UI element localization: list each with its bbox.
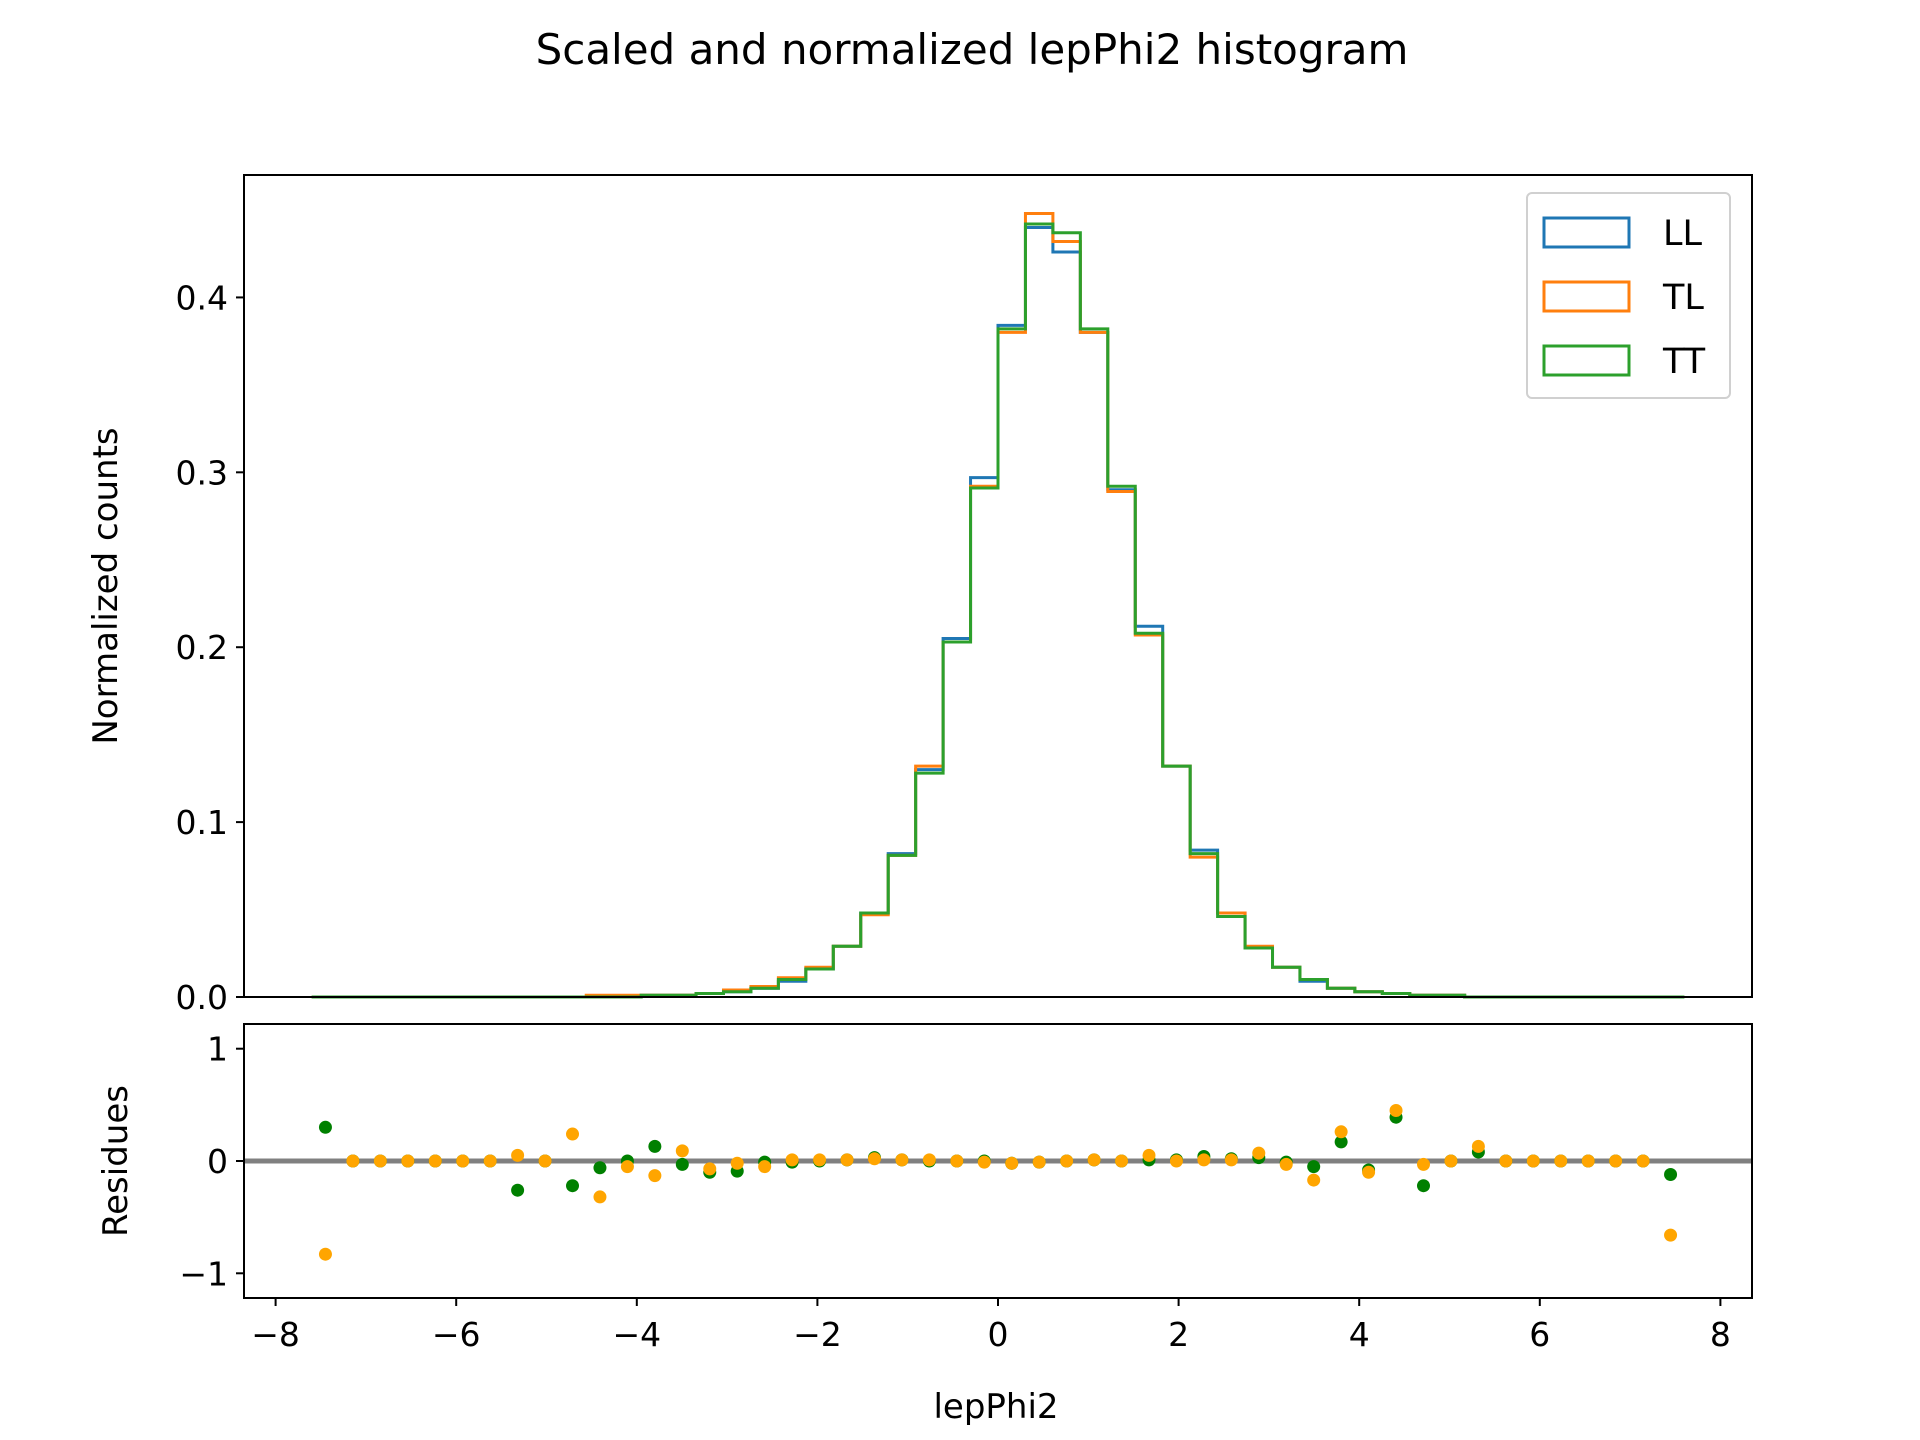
x-tick-label: −8 bbox=[251, 1315, 300, 1354]
residue-point-tl bbox=[840, 1153, 854, 1167]
residue-point-tl bbox=[1609, 1154, 1623, 1168]
residue-point-tt bbox=[1664, 1167, 1678, 1181]
residue-point-tl bbox=[1636, 1154, 1650, 1168]
residue-point-tt bbox=[566, 1179, 580, 1193]
residues-y-tick-label: 0 bbox=[207, 1142, 228, 1181]
residue-point-tl bbox=[1334, 1125, 1348, 1139]
residues-y-ticks: −1 0 1 bbox=[179, 1030, 244, 1293]
residues-points-group bbox=[318, 1103, 1678, 1261]
residue-point-tl bbox=[401, 1154, 415, 1168]
histogram-panel: 0.0 0.1 0.2 0.3 0.4 Normalized counts LL TL … bbox=[86, 174, 1753, 1017]
residue-point-tl bbox=[977, 1155, 991, 1169]
residue-point-tl bbox=[922, 1153, 936, 1167]
residue-point-tl bbox=[1471, 1139, 1485, 1153]
residue-point-tl bbox=[428, 1154, 442, 1168]
residue-point-tl bbox=[1362, 1165, 1376, 1179]
histogram-series-group bbox=[311, 211, 1685, 999]
residue-point-tl bbox=[511, 1148, 525, 1162]
histogram-axes-frame bbox=[243, 174, 1753, 998]
residue-point-tl bbox=[1197, 1153, 1211, 1167]
residues-y-axis-label: Residues bbox=[96, 1085, 136, 1237]
x-tick-label: 6 bbox=[1529, 1315, 1550, 1354]
residue-point-tl bbox=[867, 1152, 881, 1166]
residue-point-tl bbox=[456, 1154, 470, 1168]
x-tick-label: 0 bbox=[988, 1315, 1009, 1354]
residue-point-tl bbox=[1554, 1154, 1568, 1168]
chart-title: Scaled and normalized lepPhi2 histogram bbox=[536, 25, 1409, 74]
residue-point-tl bbox=[1307, 1173, 1321, 1187]
residue-point-tl bbox=[758, 1160, 772, 1174]
residue-point-tl bbox=[538, 1154, 552, 1168]
histogram-y-tick-label: 0.2 bbox=[176, 628, 228, 667]
residue-point-tl bbox=[566, 1127, 580, 1141]
residue-point-tl bbox=[593, 1190, 607, 1204]
x-tick-label: −2 bbox=[793, 1315, 842, 1354]
residue-point-tl bbox=[1444, 1154, 1458, 1168]
x-tick-label: 4 bbox=[1349, 1315, 1370, 1354]
residue-point-tl bbox=[785, 1153, 799, 1167]
residue-point-tt bbox=[1416, 1179, 1430, 1193]
residue-point-tl bbox=[373, 1154, 387, 1168]
residue-point-tl bbox=[1005, 1156, 1019, 1170]
residue-point-tt bbox=[648, 1139, 662, 1153]
histogram-y-ticks: 0.0 0.1 0.2 0.3 0.4 bbox=[176, 278, 244, 1017]
histogram-y-tick-label: 0.0 bbox=[176, 978, 228, 1017]
residue-point-tl bbox=[1252, 1146, 1266, 1160]
x-tick-label: −6 bbox=[432, 1315, 481, 1354]
residue-point-tl bbox=[1060, 1154, 1074, 1168]
residue-point-tl bbox=[1142, 1148, 1156, 1162]
x-tick-label: 2 bbox=[1168, 1315, 1189, 1354]
residue-point-tl bbox=[1664, 1228, 1678, 1242]
legend-label-tl: TL bbox=[1662, 278, 1704, 318]
residue-point-tt bbox=[1307, 1160, 1321, 1174]
residue-point-tl bbox=[1526, 1154, 1540, 1168]
residue-point-tl bbox=[483, 1154, 497, 1168]
residue-point-tl bbox=[620, 1160, 634, 1174]
residue-point-tt bbox=[511, 1183, 525, 1197]
residue-point-tt bbox=[675, 1157, 689, 1171]
legend-label-ll: LL bbox=[1663, 214, 1702, 254]
residue-point-tl bbox=[1032, 1155, 1046, 1169]
residue-point-tl bbox=[950, 1154, 964, 1168]
histogram-y-tick-label: 0.1 bbox=[176, 803, 228, 842]
residue-point-tt bbox=[1334, 1135, 1348, 1149]
residue-point-tl bbox=[703, 1162, 717, 1176]
residue-point-tt bbox=[318, 1120, 332, 1134]
residue-point-tl bbox=[1087, 1153, 1101, 1167]
legend: LL TL TT bbox=[1526, 192, 1731, 399]
residue-point-tl bbox=[318, 1247, 332, 1261]
histogram-y-tick-label: 0.4 bbox=[176, 278, 228, 317]
residue-point-tl bbox=[730, 1156, 744, 1170]
residue-point-tl bbox=[1224, 1153, 1238, 1167]
histogram-y-axis-label: Normalized counts bbox=[86, 427, 126, 744]
residue-point-tl bbox=[1279, 1157, 1293, 1171]
residue-point-tl bbox=[346, 1154, 360, 1168]
residue-point-tl bbox=[1416, 1157, 1430, 1171]
x-axis-label: lepPhi2 bbox=[933, 1387, 1058, 1427]
legend-swatch-ll bbox=[1542, 216, 1631, 249]
legend-swatch-tt bbox=[1542, 344, 1631, 377]
residues-panel: −1 0 1 −8 −6 −4 −2 0 2 4 6 8 Residues lepPhi2 bbox=[96, 1023, 1753, 1427]
residue-point-tl bbox=[1389, 1103, 1403, 1117]
residue-point-tl bbox=[1115, 1154, 1129, 1168]
x-tick-label: −4 bbox=[612, 1315, 661, 1354]
residue-point-tl bbox=[675, 1144, 689, 1158]
residues-y-tick-label: −1 bbox=[179, 1254, 228, 1293]
x-tick-label: 8 bbox=[1710, 1315, 1731, 1354]
residue-point-tl bbox=[648, 1169, 662, 1183]
residue-point-tl bbox=[813, 1153, 827, 1167]
residue-point-tl bbox=[1499, 1154, 1513, 1168]
legend-label-tt: TT bbox=[1662, 342, 1706, 382]
histogram-y-tick-label: 0.3 bbox=[176, 453, 228, 492]
residue-point-tt bbox=[593, 1161, 607, 1175]
histogram-series-tt bbox=[311, 222, 1685, 999]
residue-point-tl bbox=[1169, 1154, 1183, 1168]
residue-point-tl bbox=[1581, 1154, 1595, 1168]
legend-swatch-tl bbox=[1542, 280, 1631, 313]
residue-point-tl bbox=[895, 1153, 909, 1167]
residues-x-ticks: −8 −6 −4 −2 0 2 4 6 8 bbox=[251, 1298, 1731, 1354]
residues-y-tick-label: 1 bbox=[207, 1030, 228, 1069]
